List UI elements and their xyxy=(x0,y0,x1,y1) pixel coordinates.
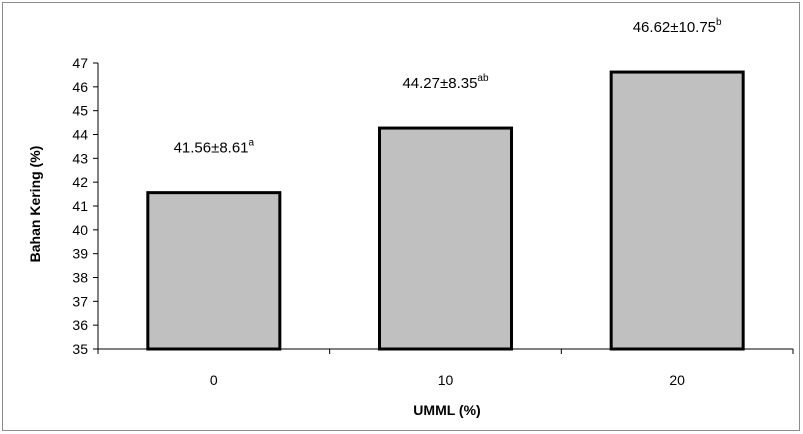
y-tick-label: 36 xyxy=(72,317,88,333)
x-tick-label: 20 xyxy=(669,372,685,388)
y-tick-label: 43 xyxy=(72,150,88,166)
data-labels: 41.56±8.61a 44.27±8.35ab 46.62±10.75b xyxy=(174,17,722,157)
y-ticks: 35 36 37 38 39 40 41 42 43 44 45 46 47 xyxy=(72,55,98,357)
data-label: 41.56±8.61a xyxy=(174,138,255,157)
y-tick-label: 42 xyxy=(72,174,88,190)
data-label: 46.62±10.75b xyxy=(633,17,722,36)
y-tick-label: 45 xyxy=(72,103,88,119)
y-tick-label: 41 xyxy=(72,198,88,214)
y-axis-title: Bahan Kering (%) xyxy=(27,146,43,263)
x-tick-label: 10 xyxy=(438,372,454,388)
y-tick-label: 38 xyxy=(72,270,88,286)
x-ticks: 0 10 20 xyxy=(97,349,794,388)
x-axis-title: UMML (%) xyxy=(413,402,480,418)
bar-0 xyxy=(146,191,282,351)
x-tick-label: 0 xyxy=(210,372,218,388)
y-tick-label: 40 xyxy=(72,222,88,238)
bars-layer xyxy=(146,70,745,351)
y-tick-label: 47 xyxy=(72,55,88,71)
y-tick-label: 46 xyxy=(72,79,88,95)
data-label: 44.27±8.35ab xyxy=(402,73,489,92)
bar-20 xyxy=(609,70,745,351)
y-tick-label: 39 xyxy=(72,246,88,262)
y-tick-label: 37 xyxy=(72,293,88,309)
y-tick-label: 35 xyxy=(72,341,88,357)
bar-10 xyxy=(378,126,513,351)
y-tick-label: 44 xyxy=(72,127,88,143)
